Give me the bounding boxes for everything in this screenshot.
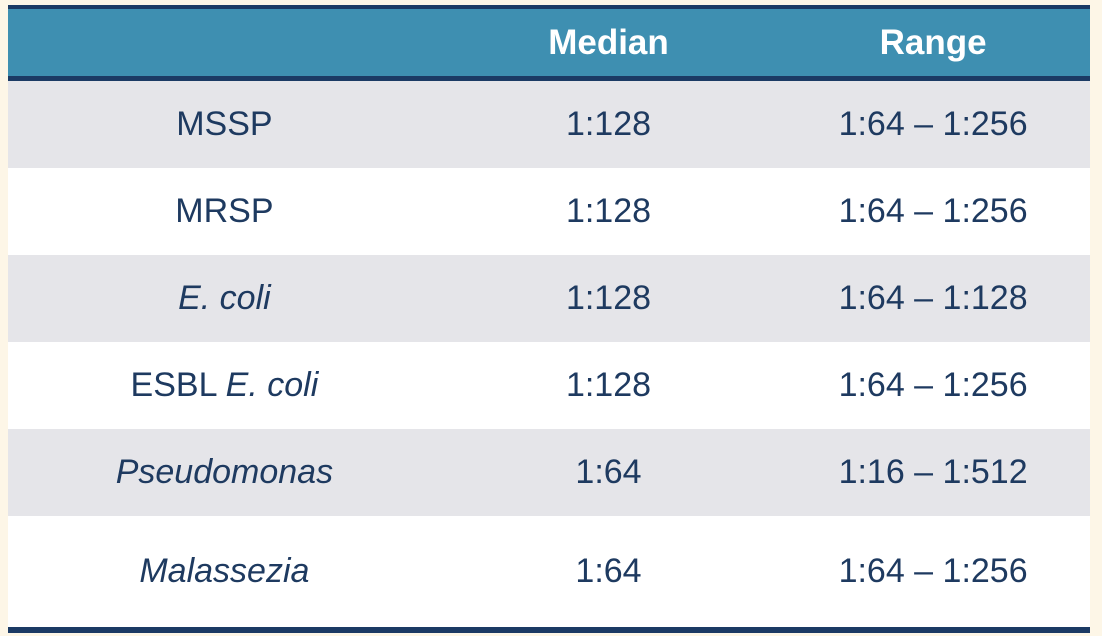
table-row: Malassezia 1:64 1:64 – 1:256 xyxy=(8,516,1090,630)
range-cell: 1:64 – 1:256 xyxy=(776,168,1090,255)
table-body: MSSP 1:128 1:64 – 1:256 MRSP 1:128 1:64 … xyxy=(8,78,1090,630)
range-cell: 1:64 – 1:256 xyxy=(776,78,1090,168)
titer-table: Median Range MSSP 1:128 1:64 – 1:256 MRS… xyxy=(8,5,1090,633)
range-cell: 1:64 – 1:256 xyxy=(776,342,1090,429)
organism-cell: Malassezia xyxy=(8,516,441,630)
organism-name-italic: E. coli xyxy=(225,366,319,404)
range-cell: 1:16 – 1:512 xyxy=(776,429,1090,516)
organism-name-plain: MSSP xyxy=(176,105,273,143)
header-median: Median xyxy=(440,7,777,81)
median-cell: 1:128 xyxy=(440,342,777,429)
range-cell: 1:64 – 1:128 xyxy=(776,255,1090,342)
organism-cell: ESBL E. coli xyxy=(8,342,441,429)
table-row: ESBL E. coli 1:128 1:64 – 1:256 xyxy=(8,342,1090,429)
organism-name-plain: ESBL xyxy=(130,366,226,404)
table-row: MRSP 1:128 1:64 – 1:256 xyxy=(8,168,1090,255)
organism-name-italic: Malassezia xyxy=(139,552,310,590)
organism-name-italic: Pseudomonas xyxy=(115,453,334,491)
organism-cell: MRSP xyxy=(8,168,441,255)
median-cell: 1:128 xyxy=(440,78,777,168)
organism-name-italic: E. coli xyxy=(178,279,271,317)
table-header-row: Median Range xyxy=(8,7,1090,81)
median-cell: 1:128 xyxy=(440,168,777,255)
median-cell: 1:64 xyxy=(440,516,777,630)
header-range: Range xyxy=(776,7,1090,81)
organism-cell: E. coli xyxy=(8,255,441,342)
table-row: Pseudomonas 1:64 1:16 – 1:512 xyxy=(8,429,1090,516)
organism-cell: Pseudomonas xyxy=(8,429,441,516)
table-row: E. coli 1:128 1:64 – 1:128 xyxy=(8,255,1090,342)
organism-name-plain: MRSP xyxy=(175,192,274,230)
header-organism-blank xyxy=(8,7,441,81)
table-row: MSSP 1:128 1:64 – 1:256 xyxy=(8,78,1090,168)
median-cell: 1:64 xyxy=(440,429,777,516)
median-cell: 1:128 xyxy=(440,255,777,342)
range-cell: 1:64 – 1:256 xyxy=(776,516,1090,630)
organism-cell: MSSP xyxy=(8,78,441,168)
